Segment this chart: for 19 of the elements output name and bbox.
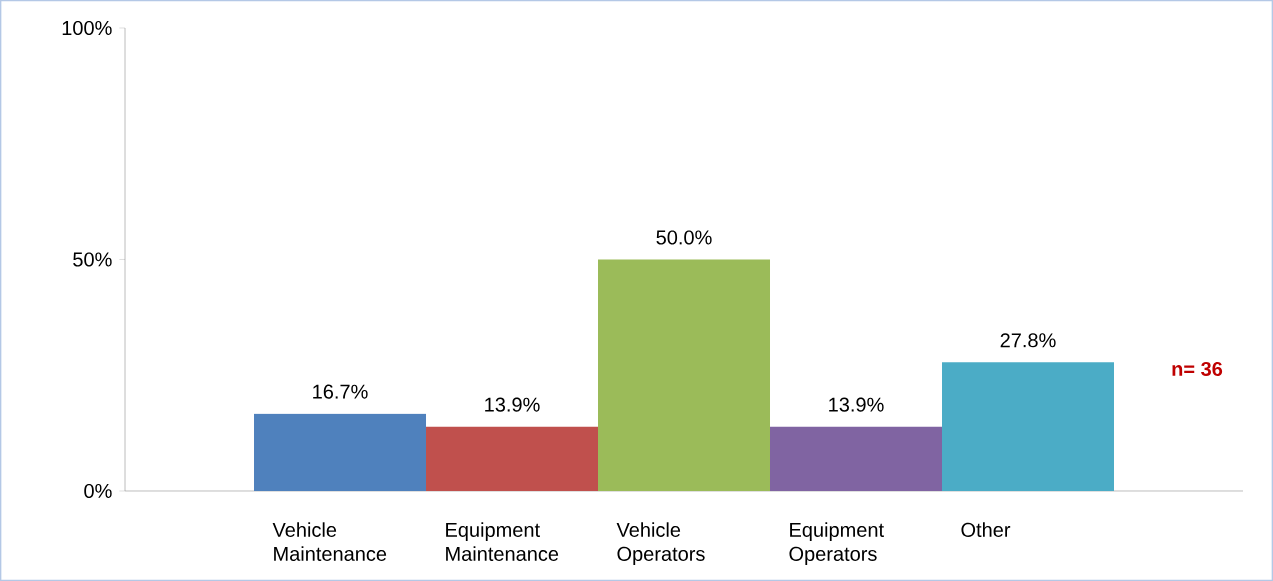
x-tick-label: Vehicle Maintenance bbox=[272, 522, 387, 561]
bar bbox=[770, 426, 942, 491]
x-tick-label: Equipment Maintenance bbox=[446, 522, 559, 561]
data-label: 13.9% bbox=[485, 397, 540, 412]
bar bbox=[942, 362, 1114, 491]
y-tick-label: 100% bbox=[62, 20, 112, 36]
x-tick-label: Equipment Operators bbox=[789, 522, 884, 565]
bar bbox=[426, 426, 599, 491]
y-tick-label: 0% bbox=[84, 483, 112, 499]
data-label: 16.7% bbox=[313, 384, 368, 399]
x-tick-label: Vehicle Operators bbox=[616, 522, 705, 565]
data-label: 13.9% bbox=[829, 397, 884, 412]
y-tick-label: 50% bbox=[73, 252, 112, 267]
data-label: 27.8% bbox=[1000, 333, 1056, 348]
bar bbox=[254, 413, 427, 491]
text: n= 36 bbox=[1172, 361, 1223, 377]
bar bbox=[598, 259, 771, 491]
data-label: 50.0% bbox=[656, 230, 712, 245]
x-tick-label: Other bbox=[961, 522, 1011, 537]
